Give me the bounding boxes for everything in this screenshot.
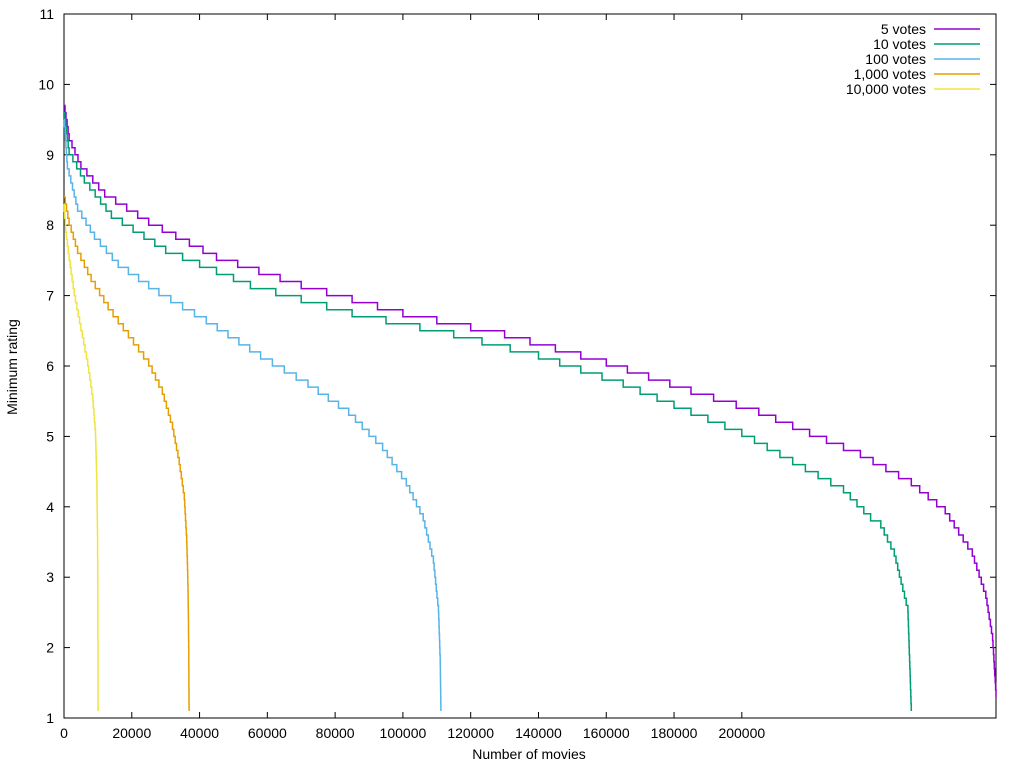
- y-tick-label: 9: [46, 147, 54, 163]
- x-tick-label: 180000: [651, 725, 698, 741]
- y-tick-label: 5: [46, 428, 54, 444]
- x-axis-label: Number of movies: [472, 746, 586, 762]
- y-tick-label: 6: [46, 358, 54, 374]
- x-tick-label: 80000: [316, 725, 355, 741]
- y-axis-label: Minimum rating: [4, 319, 20, 415]
- series-lines: [63, 104, 997, 711]
- x-tick-label: 120000: [447, 725, 494, 741]
- y-tick-label: 11: [39, 6, 54, 22]
- y-tick-label: 3: [46, 569, 54, 585]
- x-tick-label: 140000: [515, 725, 562, 741]
- y-tick-label: 8: [46, 217, 54, 233]
- x-tick-label: 100000: [380, 725, 427, 741]
- x-tick-label: 160000: [583, 725, 630, 741]
- y-tick-label: 7: [46, 288, 54, 304]
- legend-label: 100 votes: [865, 51, 926, 67]
- x-tick-label: 0: [60, 725, 68, 741]
- x-tick-label: 60000: [248, 725, 287, 741]
- axes: 0 20000 40000 60000 80000 100000 120000 140000 1…: [38, 6, 997, 741]
- series-line-1: [64, 104, 997, 697]
- series-line-5: [63, 203, 99, 711]
- x-tick-label: 200000: [718, 725, 765, 741]
- y-tick-label: 4: [46, 499, 54, 515]
- series-line-4: [64, 196, 190, 711]
- legend-label: 5 votes: [881, 21, 926, 37]
- legend-label: 10 votes: [873, 36, 926, 52]
- y-tick-label: 2: [46, 640, 54, 656]
- legend-label: 10,000 votes: [846, 81, 926, 97]
- x-tick-label: 40000: [180, 725, 219, 741]
- y-tick-label: 1: [46, 710, 54, 726]
- y-tick-label: 10: [38, 76, 54, 92]
- legend-label: 1,000 votes: [854, 66, 926, 82]
- x-tick-label: 20000: [112, 725, 151, 741]
- series-line-2: [64, 111, 913, 711]
- series-line-3: [63, 118, 442, 711]
- plot-frame: [63, 13, 997, 719]
